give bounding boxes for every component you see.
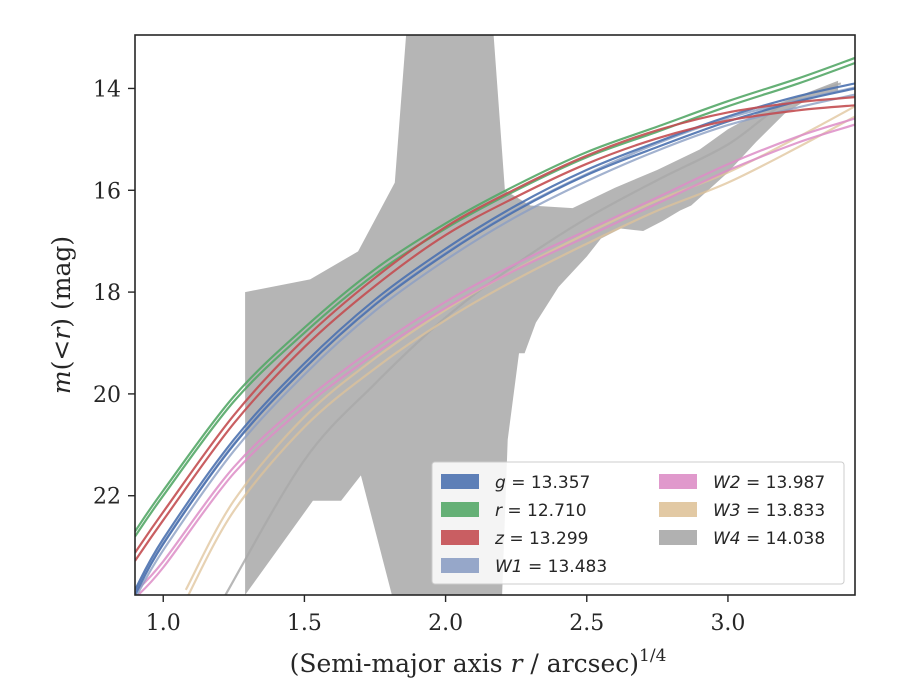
series-lower-edge [135, 61, 855, 538]
x-tick-label: 2.0 [428, 611, 463, 636]
x-tick-label: 2.5 [569, 611, 604, 636]
series-lower-edge [135, 104, 855, 562]
legend-label: W4 = 14.038 [713, 529, 825, 549]
legend-swatch [441, 502, 479, 517]
series-line-r [135, 56, 855, 538]
series-upper-edge [135, 82, 855, 591]
series-lower-edge [136, 123, 855, 595]
series-line-w2 [135, 117, 855, 595]
y-tick-label: 14 [93, 77, 121, 102]
x-axis: 1.0 1.5 2.0 2.5 3.0 [146, 595, 745, 636]
y-axis-label: m(<r) (mag) [47, 236, 76, 394]
legend-label: W3 = 13.833 [713, 501, 825, 521]
series-upper-edge [135, 56, 855, 533]
legend: g = 13.357 r = 12.710 z = 13.299 W1 = 13.48… [431, 461, 845, 585]
y-tick-label: 22 [93, 485, 121, 510]
y-tick-label: 18 [93, 281, 121, 306]
legend-swatch [441, 474, 479, 489]
legend-item-w4: W4 = 14.038 [659, 529, 825, 549]
legend-label: g = 13.357 [495, 473, 590, 493]
legend-label: W2 = 13.987 [713, 473, 825, 493]
legend-label: z = 13.299 [494, 529, 588, 549]
series-region-w4 [245, 35, 839, 595]
series-upper-edge [135, 96, 855, 554]
x-tick-label: 1.5 [287, 611, 322, 636]
legend-label: W1 = 13.483 [495, 557, 607, 577]
series-upper-edge [135, 117, 855, 593]
legend-item-g: g = 13.357 [441, 473, 590, 493]
x-tick-label: 1.0 [146, 611, 181, 636]
plot-frame [134, 34, 856, 596]
x-axis-label: (Semi-major axis r / arcsec)1/4 [290, 646, 667, 678]
legend-swatch [659, 530, 697, 545]
y-axis: 14 16 18 20 22 [93, 77, 135, 510]
legend-item-w1: W1 = 13.483 [441, 557, 607, 577]
legend-item-w2: W2 = 13.987 [659, 473, 825, 493]
legend-swatch [659, 474, 697, 489]
x-axis-label-exponent: 1/4 [639, 646, 666, 666]
y-tick-label: 16 [93, 179, 121, 204]
legend-item-z: z = 13.299 [441, 529, 588, 549]
series-line-z [135, 96, 855, 562]
legend-swatch [659, 502, 697, 517]
legend-swatch [441, 530, 479, 545]
series-lower-edge [187, 115, 855, 595]
series-lines [135, 56, 855, 595]
legend-box [431, 461, 845, 585]
series-regions [245, 35, 839, 595]
legend-swatch [441, 558, 479, 573]
legend-item-r: r = 12.710 [441, 501, 587, 521]
x-tick-label: 3.0 [710, 611, 745, 636]
y-tick-label: 20 [93, 383, 121, 408]
legend-item-w3: W3 = 13.833 [659, 501, 825, 521]
legend-label: r = 12.710 [495, 501, 587, 521]
series-lower-edge [135, 93, 855, 595]
